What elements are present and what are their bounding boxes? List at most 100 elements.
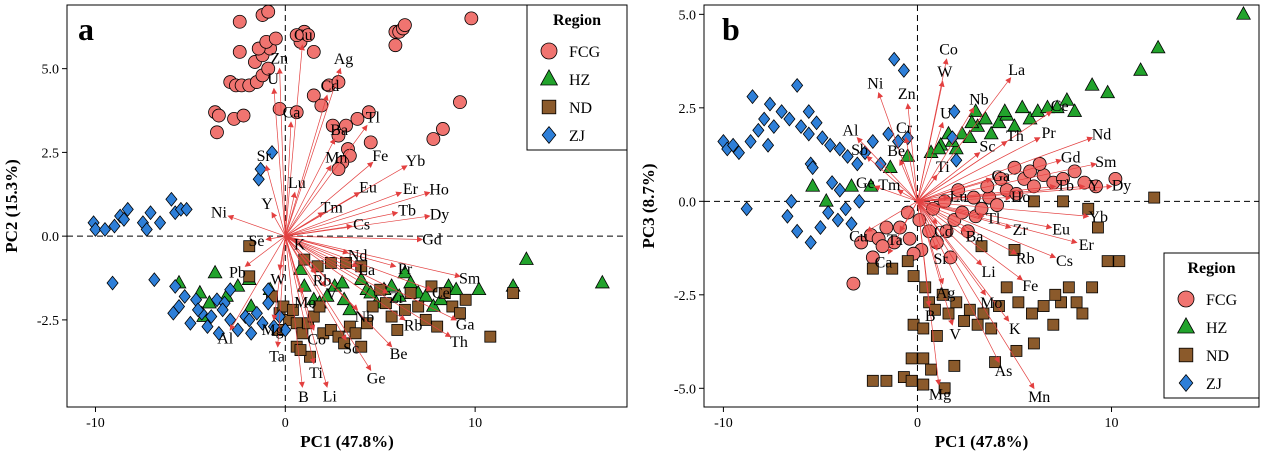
- data-point-zj: [814, 220, 827, 235]
- loading-label: Ca: [283, 104, 301, 121]
- data-point-fcg: [854, 235, 869, 250]
- data-point-zj: [767, 119, 780, 134]
- loading-label: Er: [1079, 237, 1095, 254]
- data-point-nd: [901, 255, 914, 268]
- data-point-zj: [752, 122, 765, 138]
- data-point-fcg: [331, 128, 346, 143]
- loading-labels: Cu Zn Ag U Cd Ca Tl Ba Sr Mn Fe Yb Lu Eu Er Ho Y Tm Tb Dy Ni…: [211, 27, 481, 406]
- x-tick-label: 0: [914, 416, 921, 431]
- panel-letter: b: [722, 11, 740, 47]
- loading-label: Mn: [1028, 389, 1050, 406]
- data-point-nd: [880, 374, 893, 387]
- data-point-nd: [985, 322, 998, 335]
- data-point-zj: [180, 201, 193, 217]
- loading-label: Eu: [359, 180, 377, 197]
- loading-arrow: [917, 201, 983, 266]
- data-point-zj: [165, 191, 178, 207]
- loading-label: K: [294, 237, 306, 254]
- data-point-zj: [144, 205, 157, 221]
- loading-label: Mo: [294, 295, 316, 312]
- loading-arrow: [917, 137, 1041, 202]
- data-point-nd: [324, 324, 337, 336]
- data-point-nd: [905, 374, 918, 387]
- loading-arrow: [873, 185, 918, 202]
- loading-label: Nb: [969, 91, 989, 108]
- x-tick-label: 10: [468, 416, 482, 431]
- data-point-hz: [1133, 62, 1149, 76]
- loading-label: Cd: [934, 223, 953, 240]
- data-point-zj: [950, 152, 963, 168]
- legend-marker-fcg: [540, 42, 558, 60]
- data-point-nd: [977, 307, 990, 320]
- loading-arrow: [285, 223, 353, 237]
- loading-label: Ho: [1011, 189, 1031, 206]
- legend-label-zj: ZJ: [1206, 376, 1222, 393]
- data-point-nd: [930, 330, 943, 342]
- y-tick-label: -5.0: [674, 382, 696, 397]
- data-point-fcg: [306, 45, 321, 59]
- data-point-zj: [946, 130, 959, 146]
- loading-arrow: [285, 235, 397, 268]
- data-point-fcg: [435, 122, 450, 136]
- loading-label: Nd: [1092, 126, 1112, 143]
- loading-label: Cu: [849, 228, 868, 245]
- loading-arrow: [285, 235, 359, 268]
- data-point-zj: [256, 315, 269, 331]
- loading-arrow: [917, 201, 942, 386]
- data-point-hz: [397, 264, 413, 279]
- data-point-zj: [108, 218, 121, 234]
- data-point-nd: [313, 300, 326, 313]
- loading-label: V: [326, 286, 338, 303]
- data-point-zj: [250, 305, 263, 321]
- loading-label: B: [298, 389, 309, 406]
- data-point-fcg: [211, 108, 226, 123]
- loading-label: Lu: [950, 188, 968, 205]
- data-point-nd: [1047, 318, 1060, 331]
- loading-label: Li: [981, 264, 996, 281]
- loading-vectors: [856, 58, 1113, 390]
- data-point-nd: [925, 363, 937, 376]
- data-point-nd: [311, 260, 324, 273]
- y-tick-label: 0.0: [679, 195, 697, 210]
- legend-marker-hz: [539, 68, 559, 86]
- data-point-fcg: [464, 11, 479, 26]
- loading-arrow: [866, 155, 918, 202]
- loading-label: Ag: [936, 285, 956, 302]
- data-point-zj: [794, 119, 808, 134]
- loading-arrow: [285, 235, 458, 321]
- data-point-fcg: [236, 108, 251, 123]
- loading-arrow: [285, 235, 372, 371]
- loading-label: Cr: [896, 120, 913, 137]
- loading-label: Ca: [875, 254, 893, 271]
- loading-arrow: [284, 236, 316, 331]
- data-point-hz: [1014, 99, 1030, 114]
- data-point-nd: [866, 374, 879, 387]
- loading-arrow: [285, 212, 325, 237]
- x-axis-title: PC1 (47.8%): [935, 432, 1028, 451]
- data-point-fcg: [314, 98, 329, 113]
- data-point-fcg: [388, 38, 403, 53]
- data-point-nd: [1027, 195, 1040, 208]
- data-point-zj: [89, 221, 102, 237]
- data-point-fcg: [210, 125, 224, 140]
- data-point-nd: [1092, 221, 1104, 234]
- legend-label-fcg: FCG: [569, 44, 601, 61]
- loading-label: Pr: [398, 261, 413, 278]
- loading-label: V: [949, 326, 961, 343]
- data-point-hz: [1150, 39, 1166, 54]
- data-point-fcg: [453, 95, 467, 110]
- loading-arrow: [877, 91, 918, 202]
- panel-letter: a: [78, 11, 94, 47]
- data-point-nd: [1049, 288, 1062, 301]
- loading-arrow: [275, 236, 286, 348]
- panel-a: Cu Zn Ag U Cd Ca Tl Ba Sr Mn Fe Yb Lu Eu Er Ho Y Tm Tb Dy Ni…: [2, 4, 628, 451]
- data-point-zj: [791, 77, 804, 93]
- data-point-nd: [917, 352, 930, 365]
- data-point-nd: [294, 344, 307, 356]
- data-point-zj: [763, 96, 777, 112]
- data-point-zj: [758, 111, 771, 127]
- loading-label: Tm: [878, 177, 901, 194]
- loading-arrow: [284, 138, 336, 237]
- loading-arrow: [917, 177, 993, 202]
